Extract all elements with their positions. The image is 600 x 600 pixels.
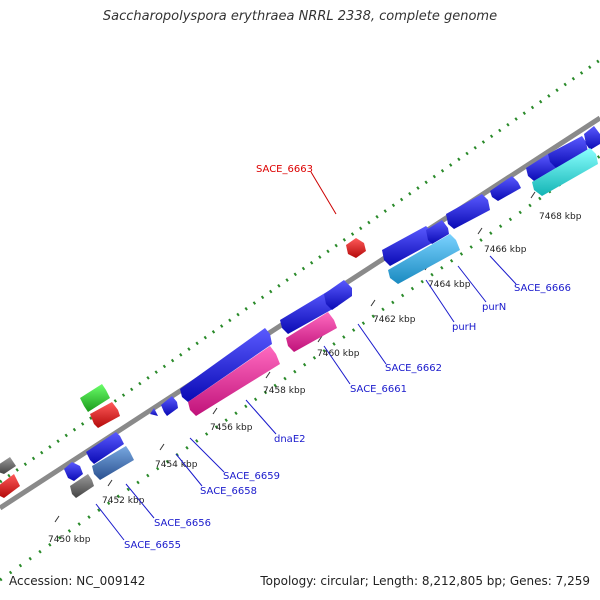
gene-label[interactable]: SACE_6666: [514, 283, 571, 294]
gene-feature[interactable]: [90, 402, 120, 428]
tick-label: 7458 kbp: [263, 386, 306, 396]
gene-label[interactable]: SACE_6661: [350, 384, 407, 395]
tick-label: 7450 kbp: [48, 535, 91, 545]
label-leader: [425, 279, 455, 323]
accession-text: Accession: NC_009142: [9, 574, 146, 588]
gene-feature[interactable]: [584, 126, 600, 150]
label-leader: [245, 399, 277, 435]
tick-label: 7468 kbp: [539, 212, 582, 222]
gene-feature[interactable]: [382, 226, 434, 266]
gene-feature[interactable]: [446, 194, 490, 229]
tick-label: 7464 kbp: [428, 280, 471, 290]
gene-label[interactable]: SACE_6659: [223, 471, 280, 482]
gene-feature[interactable]: [70, 474, 94, 498]
tick-label: 7462 kbp: [373, 315, 416, 325]
gene-feature[interactable]: [0, 457, 16, 474]
label-leader: [310, 171, 337, 215]
gene-feature[interactable]: [346, 238, 366, 258]
scale-tick: [317, 335, 323, 343]
gene-label[interactable]: SACE_6658: [200, 486, 257, 497]
gene-feature[interactable]: [150, 408, 158, 416]
scale-tick: [477, 227, 483, 235]
gene-label[interactable]: SACE_6663: [256, 164, 313, 175]
gene-feature[interactable]: [161, 396, 178, 416]
gene-label[interactable]: SACE_6662: [385, 363, 442, 374]
gene-label[interactable]: SACE_6656: [154, 518, 211, 529]
tick-label: 7454 kbp: [155, 460, 198, 470]
scale-tick: [159, 443, 165, 451]
gene-feature[interactable]: [92, 446, 134, 480]
label-leader: [189, 437, 225, 473]
scale-tick: [107, 479, 113, 487]
gene-feature[interactable]: [426, 220, 449, 244]
gene-feature[interactable]: [490, 176, 521, 201]
gene-feature[interactable]: [80, 384, 110, 412]
gene-feature[interactable]: [532, 148, 598, 196]
gene-feature[interactable]: [180, 328, 272, 402]
gene-label[interactable]: purN: [482, 302, 506, 313]
genome-summary: Topology: circular; Length: 8,212,805 bp…: [260, 574, 590, 588]
label-leader: [95, 503, 125, 541]
gc-track-outer: [0, 58, 600, 484]
label-leader: [457, 265, 487, 303]
scale-tick: [530, 191, 536, 199]
tick-label: 7456 kbp: [210, 423, 253, 433]
gene-feature[interactable]: [324, 280, 352, 310]
gene-feature[interactable]: [64, 462, 83, 481]
gene-feature[interactable]: [388, 234, 460, 284]
label-leader: [489, 255, 517, 285]
label-leader: [323, 345, 351, 385]
gene-label[interactable]: purH: [452, 322, 476, 333]
tick-label: 7460 kbp: [317, 349, 360, 359]
tick-label: 7452 kbp: [102, 496, 145, 506]
scale-tick: [370, 299, 376, 307]
scale-tick: [212, 407, 218, 415]
gene-feature[interactable]: [0, 474, 20, 498]
gc-track-inner: [0, 154, 600, 582]
label-leader: [125, 483, 155, 519]
gene-label[interactable]: dnaE2: [274, 434, 306, 445]
tick-label: 7466 kbp: [484, 245, 527, 255]
gene-label[interactable]: SACE_6655: [124, 540, 181, 551]
map-title: Saccharopolyspora erythraea NRRL 2338, c…: [102, 9, 498, 24]
scale-tick: [265, 371, 271, 379]
gene-feature[interactable]: [280, 290, 338, 334]
gene-feature[interactable]: [86, 432, 124, 464]
label-leader: [357, 323, 387, 365]
gene-feature[interactable]: [286, 312, 337, 352]
gene-feature[interactable]: [526, 154, 556, 181]
label-leader: [175, 453, 203, 487]
gene-feature[interactable]: [188, 346, 280, 416]
gene-feature[interactable]: [548, 136, 588, 168]
scale-tick: [54, 515, 60, 523]
